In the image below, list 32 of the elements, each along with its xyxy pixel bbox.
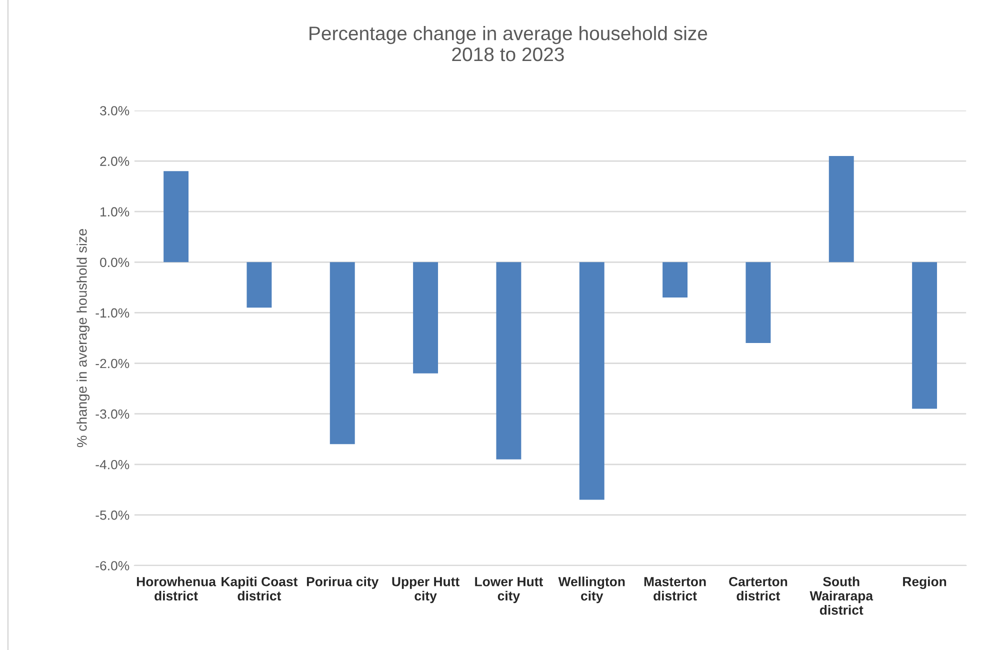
x-tick-label: Porirua city [306, 576, 379, 589]
x-tick-label: Lower Hutt city [475, 577, 543, 604]
x-tick-label: Carterton district [729, 576, 788, 601]
bar [662, 262, 688, 298]
bar [912, 262, 938, 409]
bar [246, 262, 272, 308]
y-tick-label: -6.0% [96, 561, 130, 570]
y-tick-label: -3.0% [96, 409, 130, 419]
bar [496, 262, 522, 460]
x-tick-label: South Wairarapa district [810, 576, 874, 615]
x-tick-label: Horowhenua district [136, 576, 216, 601]
x-tick-label: Kapiti Coast district [222, 576, 298, 601]
y-tick-label: 1.0% [100, 207, 130, 217]
y-tick-label: 2.0% [100, 156, 130, 166]
x-tick-label: Region [903, 576, 946, 589]
y-tick-label: -4.0% [96, 460, 130, 470]
bar [579, 262, 604, 500]
chart-title: Percentage change in average household size 2018 to 2023 [310, 26, 708, 62]
bar [746, 262, 771, 344]
bar [330, 262, 355, 444]
x-tick-label: Wellington city [558, 576, 625, 604]
y-tick-label: -5.0% [96, 510, 130, 520]
x-tick-label: Masterton district [644, 577, 706, 601]
bar [413, 262, 438, 374]
y-tick-label: -1.0% [96, 308, 130, 318]
y-tick-label: 3.0% [100, 106, 130, 116]
bar [828, 156, 854, 262]
y-tick-label: 0.0% [100, 258, 130, 268]
x-tick-label: Upper Hutt city [392, 577, 460, 604]
bar [164, 171, 189, 262]
y-tick-label: -2.0% [96, 358, 130, 368]
y-axis-title: % change in average houshold size [76, 228, 90, 448]
